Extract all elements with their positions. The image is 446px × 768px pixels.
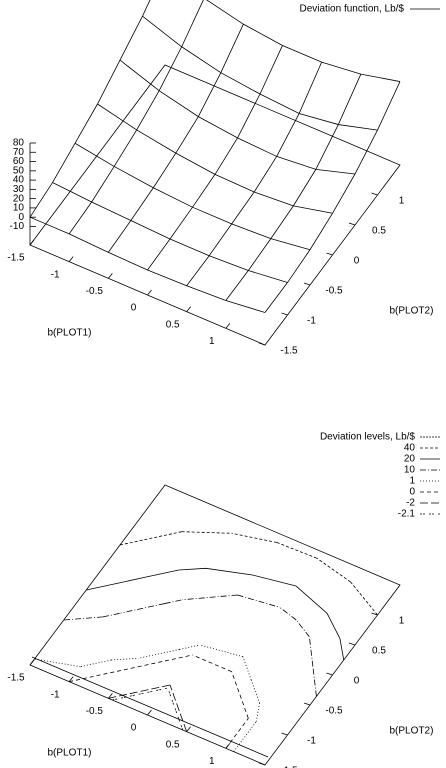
z-tick-label: 50 xyxy=(13,165,25,176)
x-tick xyxy=(186,726,191,732)
mesh-line xyxy=(97,103,333,214)
contour-line xyxy=(69,654,249,749)
x-tick-label: -1.5 xyxy=(7,673,25,684)
z-tick-label: 70 xyxy=(13,147,25,158)
legend-title: Deviation levels, Lb/$ xyxy=(320,432,415,443)
legend-label: -2 xyxy=(406,498,415,509)
mesh-line xyxy=(29,216,266,313)
y-tick xyxy=(326,252,333,256)
x-tick xyxy=(29,239,35,246)
y-tick-label: -1.5 xyxy=(280,346,298,357)
contour-line xyxy=(112,687,184,731)
legend-label: 0 xyxy=(409,487,415,498)
x-tick-label: -1 xyxy=(51,689,60,700)
x-tick-label: 1 xyxy=(209,336,215,347)
x-tick-label: 0.5 xyxy=(166,739,180,750)
z-tick-label: 30 xyxy=(13,184,25,195)
x-tick-label: -0.5 xyxy=(86,706,104,717)
y-tick xyxy=(303,702,311,706)
x-axis-label: b(PLOT1) xyxy=(48,328,92,339)
legend-label: 20 xyxy=(404,454,416,465)
legend-label: 40 xyxy=(404,443,416,454)
x-tick xyxy=(147,709,152,716)
mesh-line xyxy=(29,0,151,218)
y-tick xyxy=(281,732,288,736)
z-tick-label: 10 xyxy=(13,203,25,214)
legend-label: 1 xyxy=(409,476,415,487)
y-tick-label: 1 xyxy=(399,616,405,627)
z-tick-label: 60 xyxy=(13,156,25,167)
y-tick xyxy=(348,642,356,646)
y-tick xyxy=(258,762,266,766)
legend-label: Deviation function, Lb/$ xyxy=(299,4,404,15)
x-tick-label: 0 xyxy=(131,723,137,734)
contour-line xyxy=(86,567,345,661)
y-tick xyxy=(281,312,288,316)
mesh-line xyxy=(225,73,362,301)
contour-line xyxy=(119,531,378,616)
x-tick xyxy=(186,306,191,312)
y-axis-label: b(PLOT2) xyxy=(390,306,434,317)
floor-frame xyxy=(29,64,401,346)
x-tick xyxy=(225,323,231,329)
y-tick xyxy=(371,192,378,196)
mesh-line xyxy=(68,0,204,235)
y-axis-label: b(PLOT2) xyxy=(390,726,434,737)
x-tick-label: -1.5 xyxy=(7,253,25,264)
z-tick-label: 40 xyxy=(13,175,25,186)
x-tick xyxy=(108,273,113,279)
z-tick-label: -10 xyxy=(10,221,25,232)
legend-label: 10 xyxy=(404,465,416,476)
mesh-line xyxy=(142,15,378,131)
x-tick-label: 0 xyxy=(131,303,137,314)
x-tick-label: -0.5 xyxy=(86,286,104,297)
y-tick-label: 0.5 xyxy=(372,226,386,237)
y-tick-label: 1 xyxy=(399,196,405,207)
x-tick xyxy=(29,659,35,666)
y-tick-label: 0.5 xyxy=(372,646,386,657)
z-tick-label: 0 xyxy=(18,212,24,223)
mesh-line xyxy=(147,45,283,271)
floor-edge xyxy=(31,656,269,758)
y-tick-label: 0 xyxy=(354,256,360,267)
mesh-line xyxy=(206,0,401,82)
mesh-line xyxy=(74,142,311,251)
y-tick xyxy=(371,612,378,616)
z-tick-label: 20 xyxy=(13,193,25,204)
floor-frame xyxy=(29,484,401,766)
x-tick xyxy=(68,256,74,262)
contour-line xyxy=(34,644,260,752)
y-tick-label: -1 xyxy=(307,736,316,747)
y-tick xyxy=(303,282,311,286)
x-axis-label: b(PLOT1) xyxy=(48,748,92,759)
mesh-line xyxy=(119,59,356,175)
x-tick xyxy=(68,676,74,682)
legend-label: -2.1 xyxy=(398,509,416,520)
y-tick xyxy=(348,222,356,226)
mesh-line xyxy=(186,61,323,286)
x-tick xyxy=(108,693,113,699)
contour-line xyxy=(63,594,317,697)
z-tick-label: 80 xyxy=(13,138,25,149)
x-tick-label: 1 xyxy=(209,756,215,767)
x-tick-label: -1 xyxy=(51,269,60,280)
y-tick xyxy=(258,342,266,346)
x-tick-label: 0.5 xyxy=(166,319,180,330)
y-tick-label: -1 xyxy=(307,316,316,327)
y-tick-label: -1.5 xyxy=(280,766,298,768)
mesh-line xyxy=(52,182,288,283)
x-tick xyxy=(147,289,152,296)
contour-line xyxy=(108,684,188,732)
y-tick xyxy=(326,672,333,676)
y-tick-label: -0.5 xyxy=(325,286,343,297)
y-tick-label: -0.5 xyxy=(325,706,343,717)
y-tick-label: 0 xyxy=(354,676,360,687)
